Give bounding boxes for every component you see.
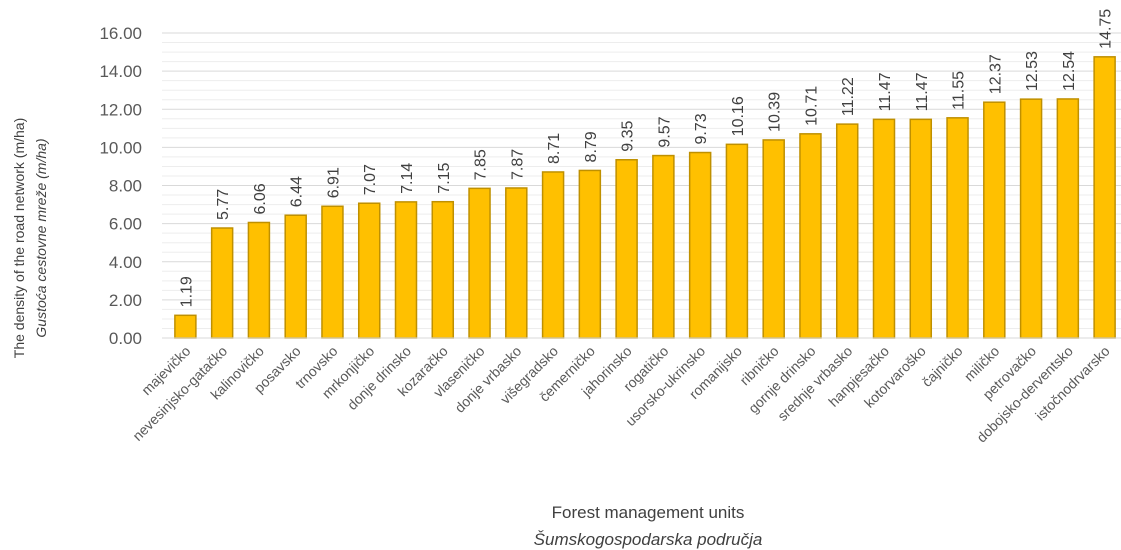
bar: [909, 118, 933, 339]
data-labels: 1.19 5.77 6.06 6.44 6.91 7.07 7.14 7.15 7.85 7.87…: [178, 9, 1114, 308]
data-label: 9.57: [656, 116, 673, 147]
bar: [1019, 98, 1043, 339]
x-axis-title-alt: Šumskogospodarska područja: [534, 530, 763, 549]
bar: [946, 117, 969, 339]
y-tick-label: 4.00: [109, 253, 142, 272]
bar: [983, 101, 1006, 339]
data-label: 12.54: [1061, 51, 1078, 91]
bar: [578, 169, 602, 339]
data-label: 10.71: [803, 86, 820, 126]
bar: [210, 227, 234, 339]
bar: [394, 201, 418, 339]
bar: [284, 214, 307, 339]
data-label: 9.73: [693, 113, 710, 144]
data-label: 7.87: [509, 149, 526, 180]
bar: [799, 133, 822, 339]
bar: [1093, 56, 1116, 339]
bar: [468, 187, 491, 339]
bar: [872, 118, 896, 339]
data-label: 7.14: [399, 163, 416, 194]
data-label: 11.47: [877, 72, 894, 111]
y-tick-label: 14.00: [99, 62, 142, 81]
bar: [357, 202, 381, 339]
x-tick-label: čajničko: [919, 343, 966, 390]
bars: [174, 56, 1116, 339]
data-label: 6.44: [289, 176, 306, 207]
data-label: 8.79: [583, 131, 600, 162]
y-tick-label: 2.00: [109, 291, 142, 310]
bar: [174, 314, 197, 339]
data-label: 7.07: [362, 164, 379, 195]
bar: [725, 143, 749, 339]
data-label: 12.37: [987, 54, 1004, 94]
bar: [762, 139, 785, 339]
bar: [431, 200, 455, 339]
data-label: 10.16: [730, 96, 747, 136]
bar: [541, 171, 565, 339]
data-label: 6.91: [325, 167, 342, 198]
y-tick-label: 12.00: [99, 100, 142, 119]
y-axis-ticks: 0.00 2.00 4.00 6.00 8.00 10.00 12.00 14.00 16.00: [99, 24, 142, 348]
bar: [615, 159, 638, 339]
data-label: 11.55: [951, 71, 968, 110]
data-label: 1.19: [178, 276, 195, 307]
data-label: 6.06: [252, 183, 269, 214]
data-label: 8.71: [546, 133, 563, 164]
bar: [652, 154, 675, 339]
x-axis-categories: majevičkonevesinjsko-gatačkokalinovičkop…: [129, 343, 1113, 446]
data-label: 12.53: [1024, 51, 1041, 91]
x-axis-title: Forest management units: [552, 503, 745, 522]
data-label: 11.22: [840, 77, 857, 116]
bar: [247, 221, 271, 339]
data-label: 9.35: [620, 121, 637, 152]
data-label: 14.75: [1098, 9, 1115, 49]
bar: [1056, 98, 1080, 339]
y-tick-label: 8.00: [109, 177, 142, 196]
data-label: 10.39: [767, 92, 784, 132]
bar: [835, 123, 859, 339]
data-label: 11.47: [914, 72, 931, 111]
y-tick-label: 0.00: [109, 329, 142, 348]
y-tick-label: 10.00: [99, 138, 142, 157]
y-axis-title: The density of the road network (m/ha): [11, 118, 27, 358]
data-label: 7.85: [473, 149, 490, 180]
data-label: 5.77: [215, 189, 232, 220]
y-tick-label: 16.00: [99, 24, 142, 43]
bar: [505, 187, 528, 339]
bar: [321, 205, 344, 339]
data-label: 7.15: [436, 162, 453, 193]
y-axis-title-alt: Gustoća cestovne mreže (m/ha): [33, 138, 49, 337]
bar: [688, 151, 712, 339]
y-tick-label: 6.00: [109, 215, 142, 234]
